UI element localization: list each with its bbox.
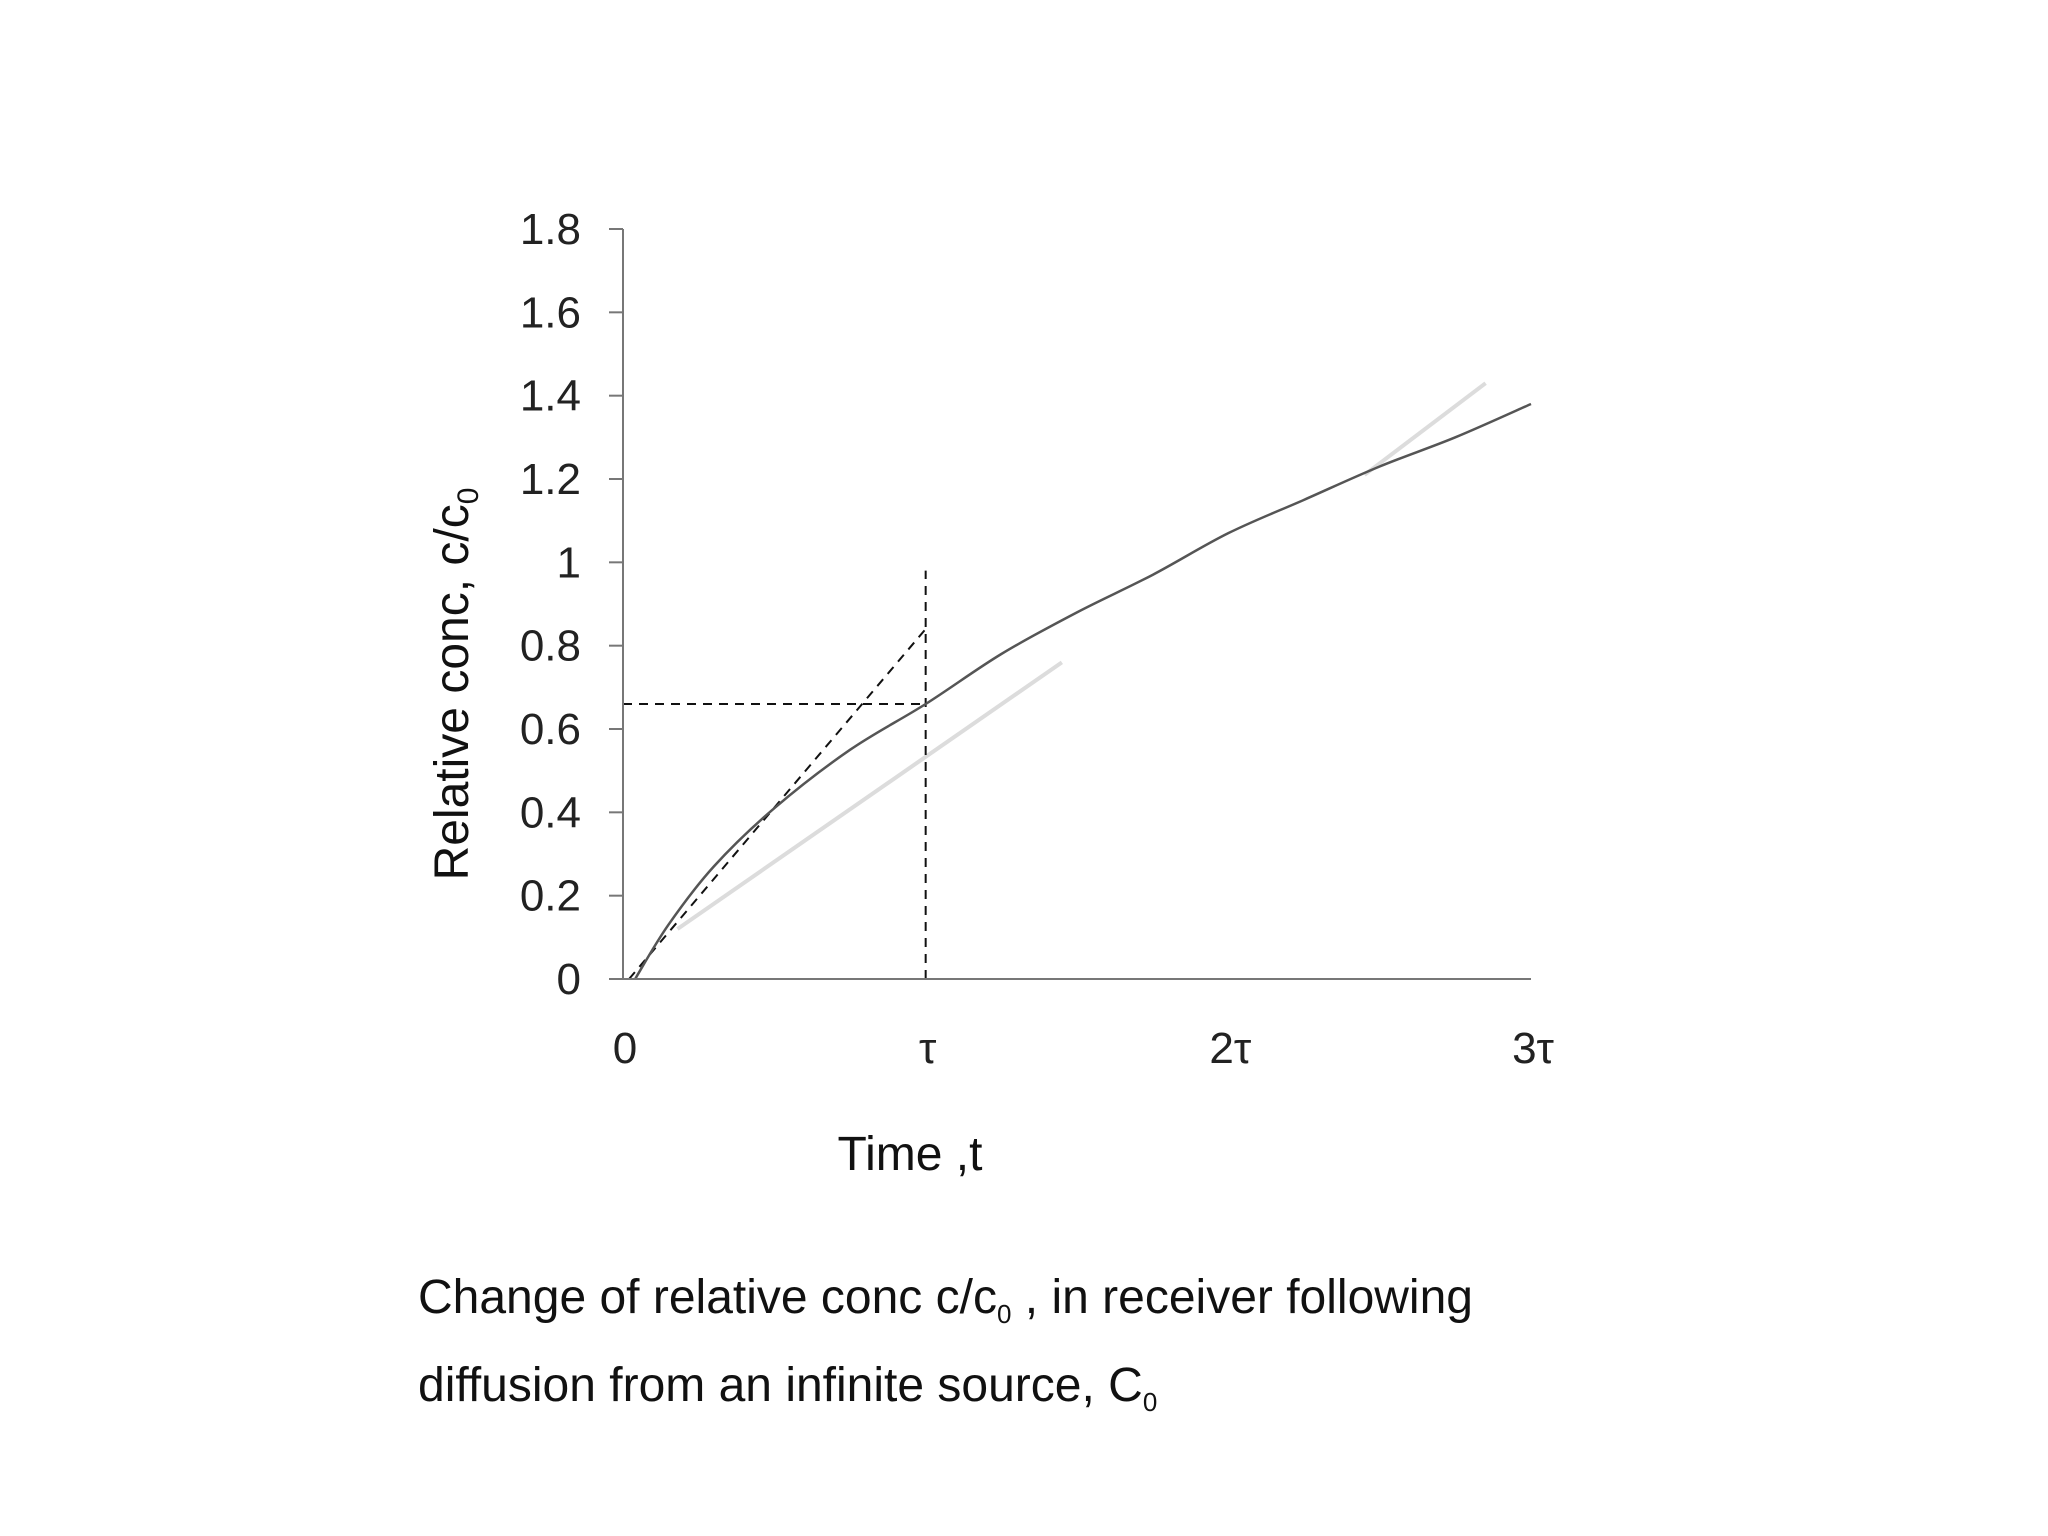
caption-line2-sub: 0 — [1142, 1387, 1158, 1417]
y-tick-label: 1.8 — [520, 205, 581, 254]
caption-line-2: diffusion from an infinite source, C0 — [418, 1350, 1718, 1438]
x-tick-label: τ — [919, 1024, 937, 1073]
y-tick-label: 0 — [557, 955, 581, 1004]
y-tick-label: 0.4 — [520, 788, 581, 837]
x-tick-label: 0 — [613, 1024, 637, 1073]
faint-lines-layer — [676, 381, 1487, 931]
x-tick-label: 3τ — [1512, 1024, 1554, 1073]
y-tick-label: 1.4 — [520, 372, 581, 421]
y-tick-label: 1 — [557, 538, 581, 587]
faint-line — [676, 660, 1064, 931]
series-line — [634, 402, 1532, 980]
y-tick-label: 1.2 — [520, 455, 581, 504]
series-layer — [634, 402, 1532, 980]
x-ticks-layer: 0 τ 2τ 3τ — [613, 1024, 1555, 1073]
y-axis-title-sub: 0 — [452, 488, 485, 505]
y-tick-label: 0.8 — [520, 622, 581, 671]
y-axis-title-main: Relative conc, c/c — [426, 504, 479, 880]
y-tick-label: 1.6 — [520, 288, 581, 337]
y-ticks-layer: 0 0.2 0.4 0.6 0.8 1 1.2 1.4 1.6 1.8 — [520, 205, 623, 1004]
caption-line2-text: diffusion from an infinite source, C — [418, 1359, 1143, 1412]
caption-line1-text: Change of relative conc c/c — [418, 1271, 997, 1324]
caption-line-1: Change of relative conc c/c0 , in receiv… — [418, 1262, 1718, 1350]
reference-lines-layer — [623, 570, 927, 980]
faint-line — [1363, 381, 1487, 477]
y-tick-label: 0.6 — [520, 705, 581, 754]
x-tick-label: 2τ — [1209, 1024, 1251, 1073]
caption-line1-sub: 0 — [996, 1299, 1012, 1329]
y-tick-label: 0.2 — [520, 872, 581, 921]
figure-caption: Change of relative conc c/c0 , in receiv… — [418, 1262, 1718, 1438]
caption-line1-tail: , in receiver following — [1011, 1271, 1473, 1324]
x-axis-title: Time ,t — [838, 1128, 983, 1181]
y-axis-title: Relative conc, c/c0 — [426, 488, 485, 881]
